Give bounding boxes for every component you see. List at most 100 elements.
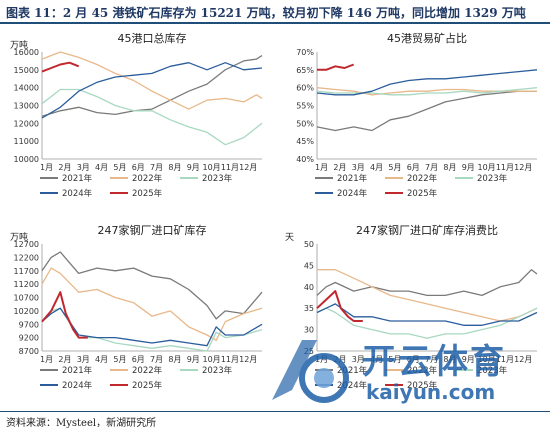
legend-label: 2022年 (407, 173, 438, 184)
x-tick-label: 2月 (58, 163, 71, 172)
y-tick-label: 10200 (14, 307, 39, 316)
y-tick-label: 9200 (19, 334, 39, 343)
legend-label: 2021年 (62, 173, 93, 184)
legend-label: 2021年 (337, 365, 368, 376)
y-tick-label: 60% (296, 84, 314, 93)
y-tick-label: 16000 (14, 48, 39, 57)
series-line-2021 (316, 269, 538, 297)
watermark: 开云体育 kaiyun.com (262, 330, 547, 410)
x-tick-label: 10月 (477, 355, 495, 364)
watermark-logo-icon (272, 340, 349, 403)
x-tick-label: 7月 (425, 163, 438, 172)
y-tick-label: 50 (304, 240, 314, 249)
legend-label: 2024年 (337, 188, 368, 199)
x-tick-label: 7月 (150, 355, 163, 364)
x-tick-label: 4月 (370, 163, 383, 172)
x-tick-label: 10月 (202, 355, 220, 364)
y-tick-label: 65% (296, 66, 314, 75)
y-tick-label: 70% (296, 48, 314, 57)
y-tick-label: 15000 (14, 66, 39, 75)
y-tick-label: 10000 (14, 155, 39, 164)
y-tick-label: 12000 (14, 119, 39, 128)
legend-label: 2023年 (477, 365, 508, 376)
y-tick-label: 50% (296, 119, 314, 128)
x-tick-label: 1月 (315, 163, 328, 172)
x-tick-label: 11月 (496, 163, 514, 172)
y-tick-label: 30 (304, 326, 314, 335)
x-tick-label: 6月 (132, 355, 145, 364)
series-line-2023 (316, 307, 538, 339)
x-tick-label: 9月 (187, 163, 200, 172)
series-line-2021 (316, 90, 537, 132)
legend-label: 2023年 (202, 365, 233, 376)
x-tick-label: 6月 (407, 355, 420, 364)
y-axis-unit-label: 万吨 (10, 39, 28, 51)
chart-title: 247家钢厂进口矿库存消费比 (356, 223, 498, 237)
legend-label: 2022年 (132, 173, 163, 184)
x-tick-label: 9月 (187, 355, 200, 364)
x-tick-label: 11月 (496, 355, 514, 364)
y-tick-label: 55% (296, 102, 314, 111)
x-tick-label: 3月 (77, 163, 90, 172)
x-tick-label: 12月 (514, 355, 532, 364)
y-tick-label: 13000 (14, 102, 39, 111)
figure-title-bar: 图表 11：2 月 45 港铁矿石库存为 15221 万吨，较月初下降 146 … (0, 0, 550, 24)
x-tick-label: 3月 (77, 355, 90, 364)
y-tick-label: 45 (304, 261, 314, 270)
series-line-2025 (41, 291, 88, 339)
x-tick-label: 5月 (388, 355, 401, 364)
x-tick-label: 5月 (113, 355, 126, 364)
chart-title: 247家钢厂进口矿库存 (98, 223, 207, 237)
y-tick-label: 40% (296, 155, 314, 164)
x-tick-label: 8月 (168, 355, 181, 364)
series-line-2024 (316, 69, 538, 96)
legend-label: 2023年 (477, 173, 508, 184)
y-tick-label: 11700 (14, 267, 39, 276)
x-tick-label: 10月 (477, 163, 495, 172)
x-tick-label: 6月 (132, 163, 145, 172)
y-tick-label: 8700 (19, 347, 39, 356)
y-axis-unit-label: 万吨 (10, 231, 28, 243)
x-tick-label: 12月 (239, 355, 257, 364)
x-tick-label: 10月 (202, 163, 220, 172)
x-tick-label: 8月 (443, 355, 456, 364)
x-tick-label: 9月 (462, 355, 475, 364)
y-tick-label: 35 (304, 304, 314, 313)
legend-label: 2023年 (202, 173, 233, 184)
watermark-brand-cn: 开云体育 (362, 342, 506, 382)
x-tick-label: 5月 (113, 163, 126, 172)
source-note: 资料来源：Mysteel，新湖研究所 (6, 418, 157, 429)
x-tick-label: 11月 (221, 355, 239, 364)
y-axis-unit-label: 天 (285, 233, 294, 243)
x-tick-label: 1月 (40, 163, 53, 172)
series-line-2025 (317, 63, 355, 71)
series-line-2022 (41, 51, 263, 110)
series-line-2025 (316, 290, 363, 322)
x-tick-label: 2月 (333, 163, 346, 172)
x-tick-label: 3月 (352, 163, 365, 172)
legend-label: 2024年 (62, 380, 93, 391)
x-tick-label: 4月 (95, 163, 108, 172)
x-tick-label: 7月 (150, 163, 163, 172)
x-tick-label: 8月 (168, 163, 181, 172)
series-line-2024 (41, 307, 263, 347)
y-tick-label: 11000 (14, 137, 39, 146)
watermark-brand-en: kaiyun.com (366, 380, 496, 404)
y-tick-label: 12200 (14, 253, 39, 262)
legend-label: 2022年 (132, 365, 163, 376)
series-line-2022 (317, 269, 538, 322)
legend-label: 2021年 (62, 365, 93, 376)
legend-label: 2024年 (62, 188, 93, 199)
x-tick-label: 4月 (370, 355, 383, 364)
x-tick-label: 2月 (58, 355, 71, 364)
x-tick-label: 5月 (388, 163, 401, 172)
chart-45-port-trade-ore-share: 45港贸易矿占比 40% 45% 50% 55% 60% 65% 70% 1月 2月 3月 4月 5月 6… (296, 31, 538, 199)
x-tick-label: 1月 (315, 355, 328, 364)
series-line-2025 (41, 61, 80, 73)
y-tick-label: 10700 (14, 294, 39, 303)
x-tick-label: 11月 (221, 163, 239, 172)
y-tick-label: 40 (304, 283, 314, 292)
figure-title: 图表 11：2 月 45 港铁矿石库存为 15221 万吨，较月初下降 146 … (6, 6, 526, 20)
